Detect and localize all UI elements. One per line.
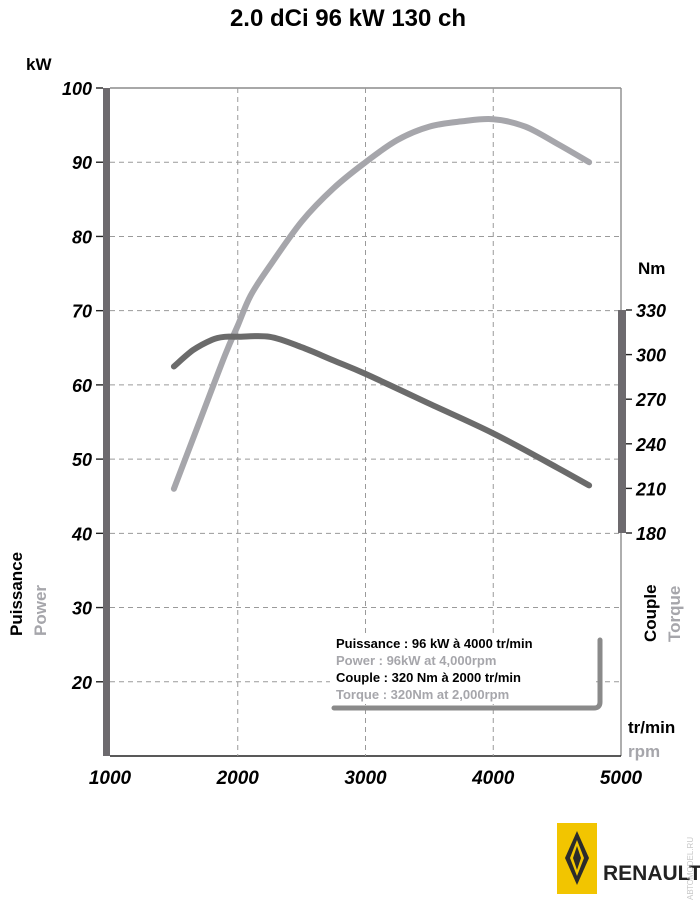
legend-line-4: Torque : 320Nm at 2,000rpm [336,687,509,702]
y-right-tick-label: 180 [636,524,666,544]
x-unit-fr: tr/min [628,718,675,737]
y-left-tick-label: 70 [72,302,92,322]
watermark: АВТОMODEL.RU [686,837,695,900]
power-curve [170,115,593,492]
y-left-tick-label: 90 [72,153,92,173]
y-left-tick-label: 30 [72,599,92,619]
y-left-label-fr: Puissance [7,552,26,636]
legend-line-2: Power : 96kW at 4,000rpm [336,653,496,668]
legend-line-3: Couple : 320 Nm à 2000 tr/min [336,670,521,685]
x-tick-label: 2000 [216,768,260,789]
y-left-tick-label: 20 [71,673,92,693]
y-right-tick-label: 300 [636,346,666,366]
y-left-tick-label: 60 [72,376,92,396]
y-right-tick-label: 270 [635,390,666,410]
y-left-tick-label: 40 [71,524,92,544]
chart-legend: Puissance : 96 kW à 4000 tr/min Power : … [330,634,603,711]
y-left-tick-label: 100 [62,79,92,99]
torque-curve [170,333,593,489]
legend-box [330,634,596,704]
y-left-unit: kW [26,55,52,74]
y-right-label-en: Torque [665,586,684,642]
legend-line-1: Puissance : 96 kW à 4000 tr/min [336,636,533,651]
y-left-axis-bar [103,88,110,756]
y-right-axis-bar [618,310,626,533]
y-left-tick-label: 50 [72,450,92,470]
series-lines [170,115,593,492]
legend-shadow [331,637,603,711]
y-left-label-en: Power [31,585,50,636]
x-tick-label: 5000 [600,768,643,789]
x-tick-label: 4000 [471,768,515,789]
x-tick-label: 1000 [89,768,132,789]
axis-ticks: 20 30 40 50 60 70 80 90 100 180 210 240 270 300 330 100… [62,79,666,789]
y-right-tick-label: 240 [635,435,666,455]
brand-name: RENAULT [603,862,700,885]
y-right-tick-label: 210 [635,479,666,499]
renault-logo: RENAULT [557,823,700,894]
y-right-label-fr: Couple [641,584,660,642]
x-tick-label: 3000 [344,768,387,789]
chart-title: 2.0 dCi 96 kW 130 ch [230,5,466,32]
y-right-tick-label: 330 [636,301,666,321]
chart-grid [110,87,622,757]
y-left-tick-label: 80 [72,227,92,247]
x-unit-en: rpm [628,742,660,761]
y-right-unit: Nm [638,259,665,278]
